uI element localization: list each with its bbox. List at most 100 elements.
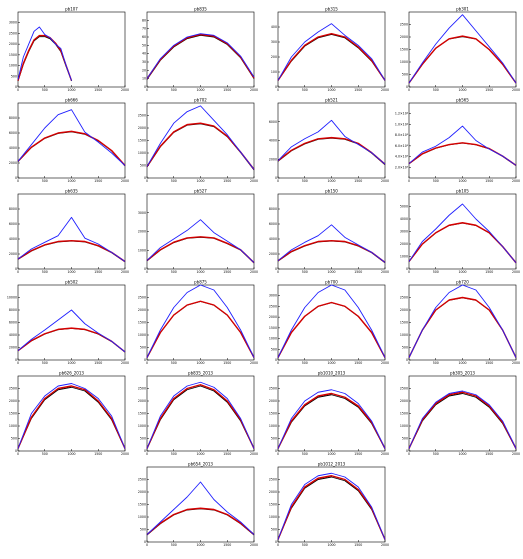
y-tick-label: 2500 — [400, 23, 408, 27]
x-tick-label: 500 — [433, 361, 439, 365]
x-tick-label: 0 — [277, 179, 279, 183]
x-tick-label: 1000 — [196, 88, 204, 92]
y-tick-label: 500 — [140, 437, 146, 441]
x-tick-label: 1000 — [327, 88, 335, 92]
x-tick-label: 1000 — [67, 88, 75, 92]
x-tick-label: 1500 — [354, 270, 362, 274]
plot-frame — [17, 284, 126, 361]
series-line-blue — [408, 125, 517, 166]
x-tick-label: 500 — [42, 361, 48, 365]
y-tick-label: 2000 — [138, 230, 146, 234]
x-tick-label: 500 — [302, 88, 308, 92]
x-tick-label: 500 — [171, 179, 177, 183]
y-tick-label: 1000 — [400, 60, 408, 64]
y-tick-label: 30 — [142, 60, 146, 64]
y-tick-label: 500 — [271, 528, 277, 532]
y-tick-label: 70 — [142, 27, 146, 31]
chart-title: pb835_2013 — [188, 371, 213, 376]
y-tick-label: 0 — [15, 176, 17, 180]
chart-panel-pb305_2013: pb305_2013 0 500 1000 1500 2000 0 500 1000 1500 20… — [399, 370, 520, 463]
x-tick-label: 2000 — [250, 543, 258, 547]
x-tick-label: 0 — [408, 179, 410, 183]
plot-frame — [146, 193, 255, 270]
y-tick-label: 0 — [144, 85, 146, 89]
chart-panel-pb875: pb875 0 500 1000 1500 2000 0 500 1000 1500 2000 250… — [137, 279, 258, 372]
y-tick-label: 6000 — [9, 321, 17, 325]
chart-title: pb150 — [325, 189, 338, 194]
x-tick-label: 500 — [433, 88, 439, 92]
y-tick-label: 500 — [402, 437, 408, 441]
y-tick-label: 2000 — [400, 35, 408, 39]
y-tick-label: 1000 — [138, 424, 146, 428]
chart-panel-pb301: pb301 0 500 1000 1500 2000 0 500 1000 1500 2000 250… — [399, 6, 520, 99]
y-tick-label: 4000 — [269, 237, 277, 241]
x-tick-label: 1500 — [354, 543, 362, 547]
y-tick-label: 50 — [142, 43, 146, 47]
series-line-red — [408, 391, 517, 449]
chart-panel-pb626_2013: pb626_2013 0 500 1000 1500 2000 0 500 1000 1500 20… — [8, 370, 129, 463]
y-tick-label: 500 — [271, 437, 277, 441]
y-tick-label: 2000 — [138, 399, 146, 403]
series-line-red — [146, 122, 255, 170]
y-tick-label: 2000 — [269, 490, 277, 494]
x-tick-label: 1500 — [485, 179, 493, 183]
x-tick-label: 1000 — [67, 361, 75, 365]
y-tick-label: 2000 — [9, 42, 17, 46]
series-line-blue — [277, 389, 386, 449]
chart-panel-pb835: pb835 0 500 1000 1500 2000 0 10 20 30 40 50 60 70 80 — [137, 6, 258, 99]
y-tick-label: 3000 — [9, 21, 17, 25]
y-tick-label: 2000 — [400, 399, 408, 403]
series-line-blue — [146, 219, 255, 263]
plot-frame — [408, 375, 517, 452]
y-tick-label: 40 — [142, 52, 146, 56]
series-line-red — [277, 239, 386, 263]
y-tick-label: 2500 — [400, 296, 408, 300]
chart-title: pb666 — [65, 98, 78, 103]
chart-panel-pb666: pb666 0 500 1000 1500 2000 0 2000 4000 6000 8000 — [8, 97, 129, 190]
plot-frame — [17, 193, 126, 270]
y-tick-label: 1500 — [138, 412, 146, 416]
x-tick-label: 0 — [277, 88, 279, 92]
y-tick-label: 2500 — [9, 31, 17, 35]
series-line-black — [277, 240, 386, 264]
plot-frame — [146, 102, 255, 179]
y-tick-label: 1500 — [9, 412, 17, 416]
series-line-red — [277, 32, 386, 81]
x-tick-label: 1000 — [196, 452, 204, 456]
x-tick-label: 1000 — [196, 270, 204, 274]
series-line-red — [146, 507, 255, 536]
x-tick-label: 500 — [42, 179, 48, 183]
x-tick-label: 0 — [277, 361, 279, 365]
series-line-black — [277, 394, 386, 449]
x-tick-label: 1500 — [94, 179, 102, 183]
y-tick-label: 0 — [406, 449, 408, 453]
x-tick-label: 500 — [302, 270, 308, 274]
y-tick-label: 4000 — [9, 146, 17, 150]
series-line-red — [17, 130, 126, 166]
series-line-black — [17, 386, 126, 449]
chart-title: pb502 — [65, 280, 78, 285]
x-tick-label: 1500 — [485, 270, 493, 274]
y-tick-label: 0 — [144, 358, 146, 362]
x-tick-label: 1000 — [458, 270, 466, 274]
x-tick-label: 1500 — [354, 361, 362, 365]
y-tick-label: 1000 — [9, 64, 17, 68]
y-tick-label: 1000 — [400, 255, 408, 259]
chart-title: pb720 — [456, 280, 469, 285]
series-line-blue — [408, 284, 517, 358]
plot-frame — [17, 102, 126, 179]
y-tick-label: 2000 — [138, 490, 146, 494]
y-tick-label: 3000 — [269, 294, 277, 298]
x-tick-label: 1000 — [327, 179, 335, 183]
y-tick-label: 500 — [402, 73, 408, 77]
x-tick-label: 1500 — [223, 270, 231, 274]
x-tick-label: 2000 — [381, 270, 389, 274]
series-line-red — [277, 301, 386, 358]
y-tick-label: 0 — [15, 358, 17, 362]
